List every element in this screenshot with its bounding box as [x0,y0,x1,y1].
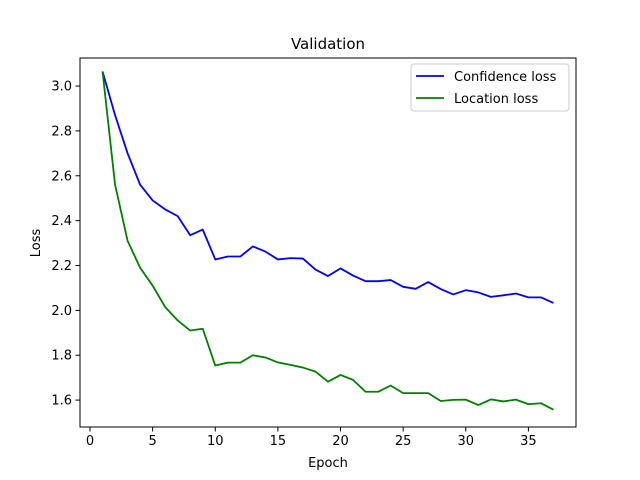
plot-lines [101,71,554,411]
x-tick-label: 35 [520,434,537,449]
x-tick-label: 25 [395,434,412,449]
y-tick-label: 2.2 [51,259,72,274]
y-axis-label: Loss [29,229,44,258]
legend-box [410,63,570,112]
y-tick-label: 2.0 [51,304,72,319]
plot-frame [79,57,577,428]
y-tick-label: 2.6 [51,169,72,184]
series-line-1 [101,71,554,304]
y-tick-label: 2.8 [51,124,72,139]
legend: Confidence loss Location loss [410,63,570,112]
x-axis-label: Epoch [308,456,348,471]
x-tick-label: 0 [86,434,94,449]
x-tick-label: 20 [332,434,349,449]
series-line-2 [101,71,554,411]
y-tick-label: 2.4 [51,214,72,229]
legend-label-2: Location loss [454,92,538,107]
y-tick-label: 3.0 [51,80,72,95]
x-tick-label: 5 [149,434,157,449]
chart-title: Validation [291,35,365,53]
y-tick-label: 1.6 [51,394,72,409]
x-tick-label: 30 [458,434,475,449]
x-tick-label: 15 [270,434,287,449]
x-axis-ticks: 0 5 10 15 20 25 30 35 [86,427,537,449]
y-tick-label: 1.8 [51,349,72,364]
legend-label-1: Confidence loss [454,70,557,85]
y-axis-ticks: 1.6 1.8 2.0 2.2 2.4 2.6 2.8 3.0 [51,80,80,409]
x-tick-label: 10 [207,434,224,449]
